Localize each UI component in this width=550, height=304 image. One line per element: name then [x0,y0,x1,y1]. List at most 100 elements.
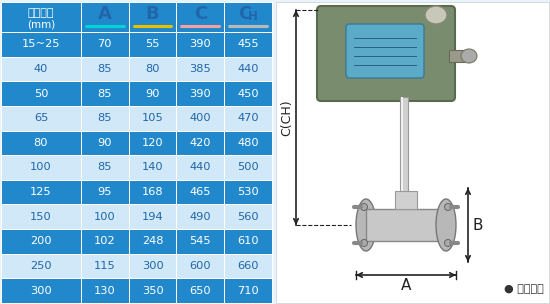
Bar [81,106,129,130]
Text: 450: 450 [237,88,259,98]
Bar [129,205,177,229]
Text: 385: 385 [190,64,211,74]
Text: 250: 250 [30,261,52,271]
Bar [224,57,272,81]
Text: 100: 100 [94,212,116,222]
Text: 545: 545 [190,237,211,247]
Bar [129,155,177,180]
Bar [129,130,177,155]
Text: C(CH): C(CH) [280,99,294,136]
Text: (mm): (mm) [27,19,55,29]
Text: B: B [473,217,483,233]
Text: A: A [98,5,112,23]
Bar [177,229,224,254]
Bar [129,32,177,57]
Text: 15~25: 15~25 [21,39,60,49]
Bar [177,205,224,229]
Text: 480: 480 [237,138,259,148]
Bar [400,97,408,193]
Ellipse shape [360,203,367,210]
Bar [129,81,177,106]
Bar [1,32,81,57]
Bar [177,155,224,180]
Bar [1,180,81,205]
Bar [177,57,224,81]
Text: 150: 150 [30,212,52,222]
Bar [224,155,272,180]
Text: 50: 50 [34,88,48,98]
Bar [177,2,224,32]
Bar [81,278,129,303]
Text: 95: 95 [97,187,112,197]
Bar [1,2,81,32]
Bar [129,278,177,303]
Bar [177,57,224,81]
Bar [177,180,224,205]
Text: B: B [146,5,159,23]
Bar [1,229,81,254]
Bar [177,278,224,303]
Bar [224,155,272,180]
Bar [81,180,129,205]
Bar [1,155,81,180]
Bar [1,57,81,81]
Bar [81,155,129,180]
Text: 85: 85 [97,113,112,123]
Bar [224,278,272,303]
Text: 65: 65 [34,113,48,123]
Text: 500: 500 [237,163,259,172]
Bar [177,130,224,155]
Text: 70: 70 [97,39,112,49]
Bar [129,130,177,155]
Bar [129,254,177,278]
Text: 440: 440 [238,64,259,74]
Bar [1,278,81,303]
Bar [177,155,224,180]
Bar [224,254,272,278]
Text: 85: 85 [97,163,112,172]
Bar [177,106,224,130]
Bar [81,155,129,180]
Bar [81,254,129,278]
Bar [224,180,272,205]
Bar [1,81,81,106]
Bar [177,32,224,57]
Ellipse shape [461,49,477,63]
Text: 仪表口径: 仪表口径 [28,9,54,19]
Text: 710: 710 [237,286,259,296]
Text: 120: 120 [142,138,163,148]
Bar [224,81,272,106]
Bar [129,229,177,254]
Bar [1,2,81,32]
Bar [177,254,224,278]
Bar [81,32,129,57]
Bar [1,205,81,229]
Bar [224,130,272,155]
Bar [81,254,129,278]
Bar [81,81,129,106]
Bar [224,32,272,57]
Bar [81,2,129,32]
Bar [177,254,224,278]
Text: 115: 115 [94,261,116,271]
Bar [81,229,129,254]
Bar [224,254,272,278]
Bar [129,254,177,278]
Bar [224,229,272,254]
Text: 440: 440 [190,163,211,172]
Bar [1,278,81,303]
Ellipse shape [444,203,452,210]
Bar [177,32,224,57]
Bar [224,81,272,106]
Text: 660: 660 [238,261,259,271]
Bar [1,155,81,180]
Text: 200: 200 [30,237,52,247]
Bar [129,229,177,254]
Text: 140: 140 [142,163,163,172]
Text: 80: 80 [34,138,48,148]
Text: 100: 100 [30,163,52,172]
Bar [1,2,81,32]
Bar [177,130,224,155]
Bar [276,2,549,303]
Ellipse shape [436,199,456,251]
